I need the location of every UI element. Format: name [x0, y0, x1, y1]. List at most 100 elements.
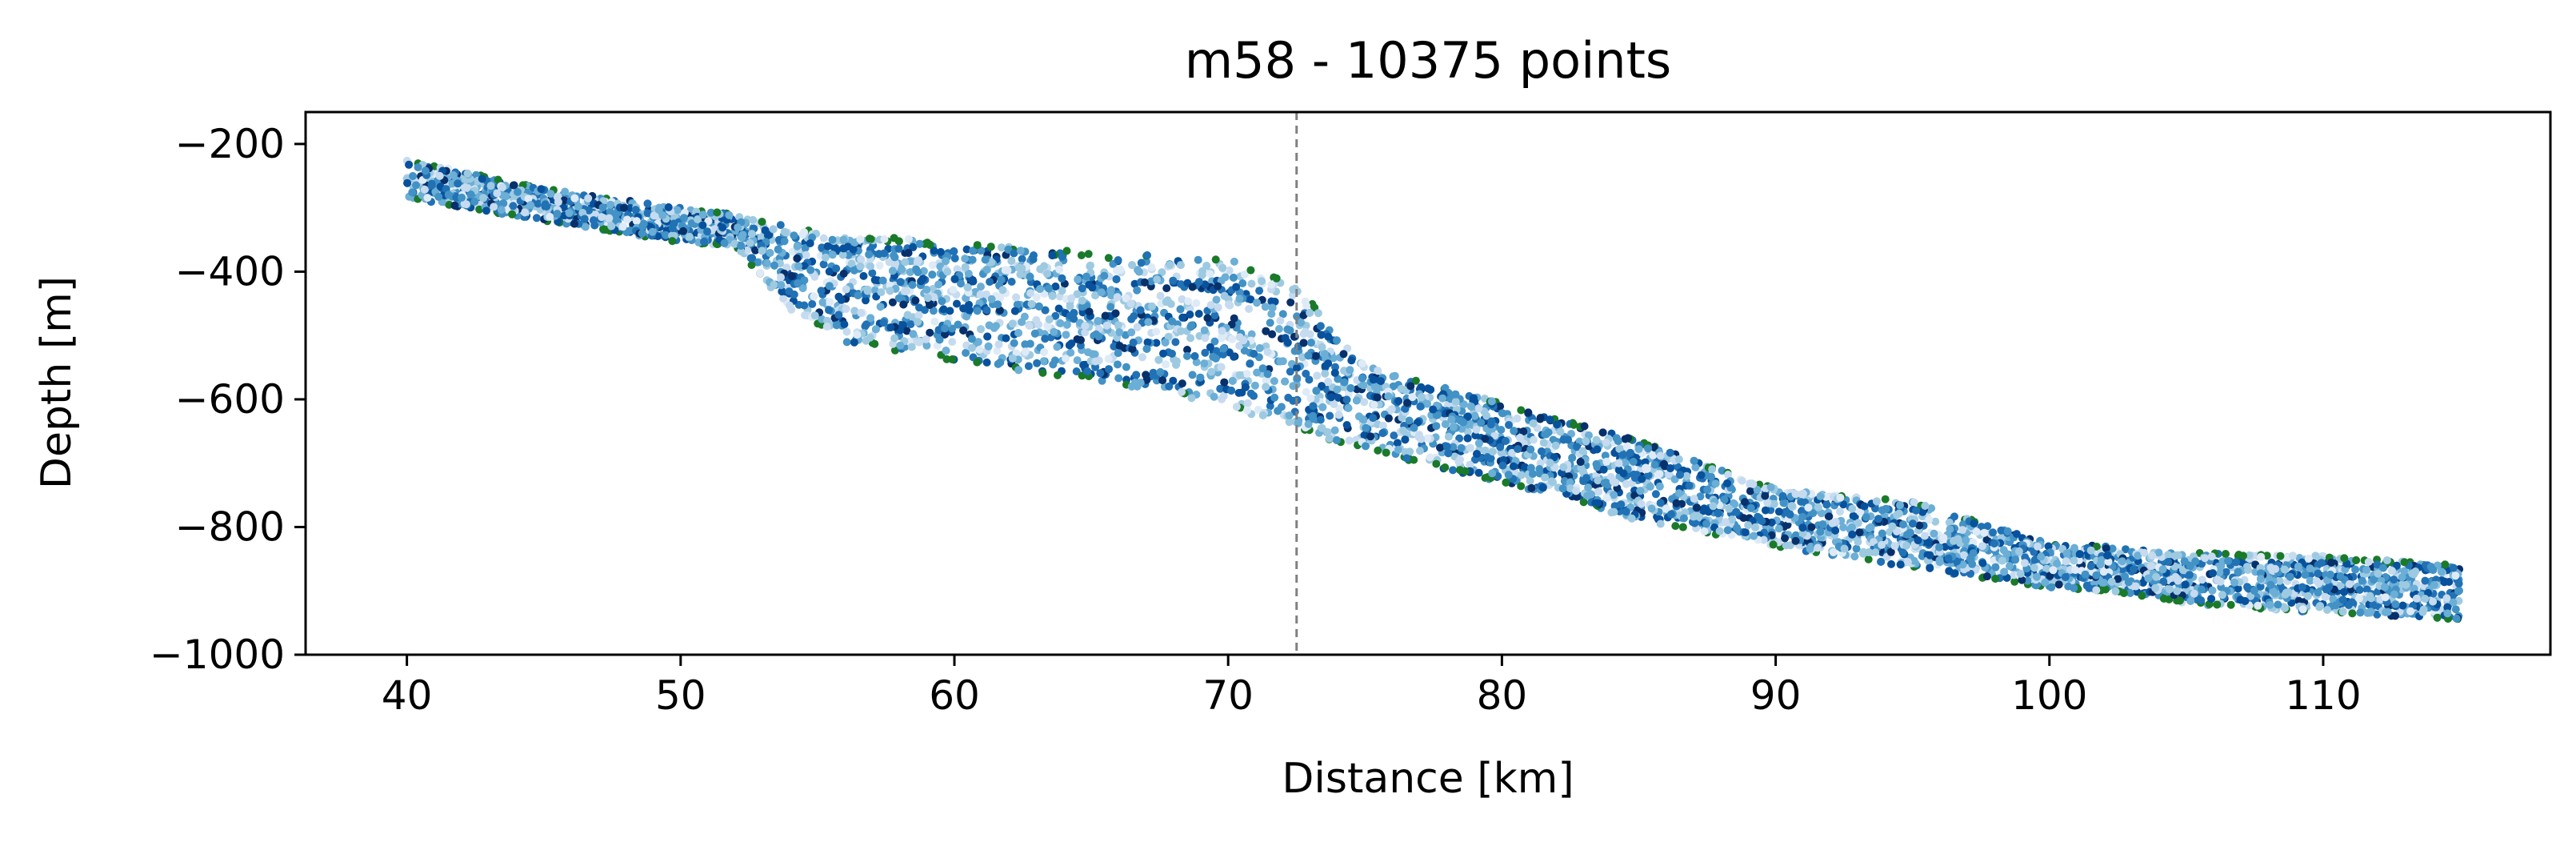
data-point — [975, 345, 984, 354]
data-point — [1744, 521, 1753, 530]
data-point — [1114, 374, 1123, 383]
data-point — [1040, 262, 1049, 271]
data-point — [1318, 423, 1326, 432]
data-point — [2312, 576, 2321, 585]
data-point — [2304, 591, 2312, 600]
data-point — [1186, 334, 1195, 343]
data-point — [914, 318, 922, 327]
data-point — [1243, 399, 1252, 407]
data-point — [2012, 530, 2021, 539]
data-point — [1378, 421, 1387, 430]
data-point — [1516, 433, 1525, 442]
data-point — [828, 251, 837, 259]
data-point — [1255, 287, 1264, 295]
data-point — [962, 312, 971, 321]
data-point — [2224, 556, 2232, 565]
data-point — [2114, 575, 2122, 583]
data-point — [2108, 544, 2117, 553]
data-point — [1779, 499, 1788, 507]
data-point — [1054, 371, 1062, 379]
data-point — [1622, 507, 1630, 516]
data-point — [899, 300, 908, 309]
data-point — [1107, 291, 1115, 300]
data-point — [1286, 367, 1294, 376]
data-point — [877, 288, 886, 297]
data-point — [2449, 563, 2458, 572]
data-point — [1304, 419, 1313, 428]
data-point — [1432, 459, 1441, 468]
data-point — [1441, 420, 1450, 428]
data-point — [1206, 301, 1215, 310]
data-point — [1188, 371, 1197, 379]
data-point — [1466, 460, 1474, 469]
data-point — [1214, 282, 1222, 291]
data-point — [1242, 370, 1251, 378]
data-point — [1091, 363, 1100, 371]
data-point — [747, 261, 756, 270]
data-point — [2102, 544, 2110, 553]
data-point — [993, 347, 1002, 355]
data-point — [1178, 379, 1186, 388]
data-point — [1263, 370, 1272, 379]
data-point — [2232, 558, 2241, 567]
data-point — [1114, 360, 1122, 369]
data-point — [1018, 318, 1026, 327]
data-point — [1690, 456, 1698, 465]
data-point — [414, 163, 422, 172]
data-point — [850, 307, 859, 315]
data-point — [1104, 254, 1113, 263]
data-point — [1270, 377, 1278, 386]
data-point — [1305, 375, 1314, 384]
data-point — [1094, 332, 1103, 341]
data-point — [1423, 434, 1432, 443]
data-point — [1274, 325, 1283, 333]
data-point — [1887, 559, 1895, 568]
data-point — [1983, 522, 1992, 531]
data-point — [987, 258, 996, 267]
data-point — [1192, 358, 1201, 367]
data-point — [1072, 367, 1081, 375]
data-point — [1671, 522, 1680, 531]
data-point — [1389, 372, 1398, 381]
data-point — [2234, 567, 2242, 576]
data-point — [2093, 543, 2101, 551]
data-point — [1206, 270, 1214, 279]
data-point — [2340, 587, 2349, 596]
data-point — [2454, 579, 2463, 588]
data-point — [2358, 576, 2366, 585]
data-point — [1774, 507, 1783, 516]
data-point — [770, 261, 778, 270]
points-layer — [402, 156, 2464, 623]
data-point — [919, 267, 928, 275]
data-point — [1314, 309, 1322, 318]
data-point — [776, 221, 785, 230]
data-point — [1572, 492, 1581, 501]
data-point — [953, 299, 961, 308]
data-point — [1881, 495, 1890, 503]
data-point — [1774, 524, 1783, 533]
data-point — [1682, 471, 1691, 480]
data-point — [1347, 356, 1356, 365]
data-point — [842, 338, 851, 347]
data-point — [1649, 451, 1658, 459]
data-point — [1111, 309, 1120, 318]
data-point — [847, 259, 856, 268]
data-point — [1573, 443, 1581, 451]
data-point — [879, 319, 888, 327]
data-point — [1219, 350, 1227, 359]
data-point — [1374, 446, 1382, 455]
data-point — [599, 225, 607, 234]
data-point — [561, 187, 570, 196]
data-point — [1243, 406, 1251, 415]
data-point — [1318, 403, 1327, 411]
data-point — [1270, 393, 1279, 402]
data-point — [1601, 451, 1610, 460]
data-point — [1240, 347, 1249, 355]
data-point — [974, 338, 982, 347]
data-point — [996, 293, 1005, 302]
data-point — [482, 206, 490, 215]
data-point — [650, 211, 658, 220]
data-point — [1062, 247, 1071, 255]
data-point — [1610, 502, 1619, 511]
data-point — [828, 235, 837, 244]
